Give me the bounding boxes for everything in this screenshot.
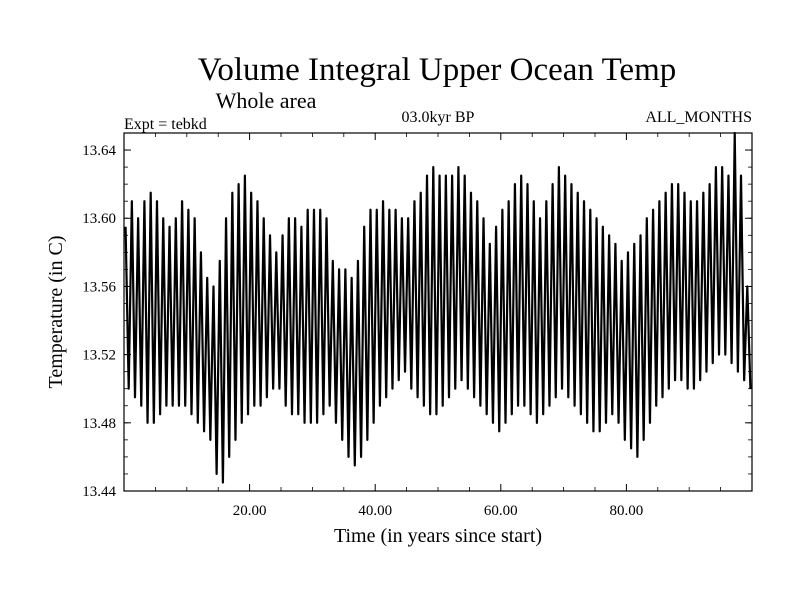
y-axis-label: Temperature (in C) <box>45 236 67 389</box>
y-tick-label: 13.56 <box>82 279 116 295</box>
x-axis-label: Time (in years since start) <box>334 525 542 547</box>
expt-label: Expt = tebkd <box>124 116 207 133</box>
y-tick-label: 13.60 <box>82 211 116 227</box>
months-label: ALL_MONTHS <box>645 109 752 126</box>
y-tick-label: 13.44 <box>82 484 116 500</box>
x-tick-label: 40.00 <box>358 503 392 519</box>
y-tick-label: 13.64 <box>82 143 116 159</box>
y-tick-label: 13.48 <box>82 416 116 432</box>
period-label: 03.0kyr BP <box>402 109 475 126</box>
x-tick-label: 20.00 <box>233 503 267 519</box>
x-tick-label: 80.00 <box>610 503 644 519</box>
chart-subtitle: Whole area <box>216 88 317 113</box>
chart-title: Volume Integral Upper Ocean Temp <box>198 52 676 88</box>
x-tick-label: 60.00 <box>484 503 518 519</box>
plot-frame <box>123 132 753 492</box>
series-line-temperature <box>124 131 752 484</box>
y-tick-label: 13.52 <box>82 348 116 364</box>
